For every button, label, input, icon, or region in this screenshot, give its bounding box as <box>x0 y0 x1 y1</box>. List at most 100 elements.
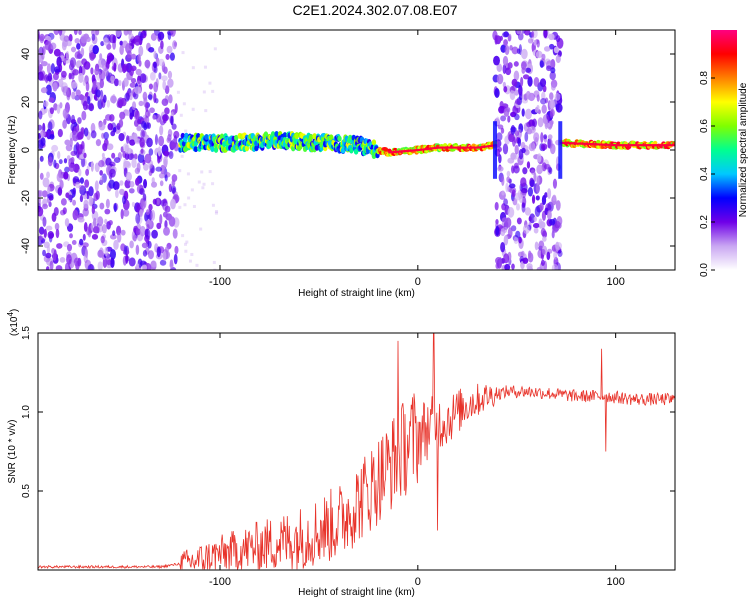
noise-cell <box>508 183 516 189</box>
noise-cell <box>166 45 173 54</box>
noise-cell <box>511 46 519 55</box>
noise-cell <box>180 154 184 158</box>
noise-cell <box>129 82 137 88</box>
noise-cell <box>162 250 167 262</box>
snr-frame <box>37 332 676 571</box>
colorbar <box>711 30 737 270</box>
noise-cell <box>526 121 531 128</box>
noise-cell <box>543 163 551 170</box>
noise-cell <box>123 158 127 169</box>
noise-cell <box>62 119 67 129</box>
noise-cell <box>532 223 540 229</box>
noise-cell <box>542 236 547 242</box>
noise-cell <box>75 89 81 97</box>
noise-cell <box>94 180 99 192</box>
noise-cell <box>556 216 563 226</box>
noise-cell <box>58 159 63 165</box>
signal-cell <box>234 134 239 141</box>
noise-cell <box>506 170 511 177</box>
noise-cell <box>38 206 44 217</box>
noise-cell <box>529 125 536 134</box>
noise-cell <box>48 195 54 201</box>
noise-cell <box>63 35 69 44</box>
noise-cell <box>69 233 73 239</box>
noise-cell <box>522 257 529 264</box>
noise-cell <box>135 228 141 236</box>
noise-cell <box>76 42 81 50</box>
noise-cell <box>517 128 522 139</box>
noise-cell <box>132 234 137 242</box>
noise-cell <box>546 65 552 72</box>
noise-cell <box>50 63 56 74</box>
noise-cell <box>122 40 129 49</box>
noise-cell <box>39 155 44 162</box>
noise-cell <box>171 179 176 187</box>
noise-cell <box>83 127 89 137</box>
noise-cell <box>140 148 144 154</box>
noise-cell <box>64 139 71 146</box>
noise-cell <box>516 30 523 35</box>
snr-xtick-label: -100 <box>209 576 231 588</box>
noise-cell <box>190 252 194 256</box>
noise-cell <box>532 118 538 128</box>
noise-cell <box>54 222 60 231</box>
colorbar-tick-label: 0.2 <box>699 215 710 229</box>
noise-cell <box>71 91 76 100</box>
noise-cell <box>167 134 172 142</box>
noise-cell <box>214 211 218 215</box>
noise-cell <box>167 78 174 88</box>
noise-cell <box>178 169 182 173</box>
noise-cell <box>92 80 97 91</box>
noise-cell <box>552 178 558 189</box>
noise-cell <box>66 254 72 265</box>
noise-cell <box>90 67 94 75</box>
noise-cell <box>144 153 152 164</box>
noise-cell <box>170 185 177 194</box>
noise-cell <box>42 249 46 257</box>
noise-cell <box>113 157 121 164</box>
noise-cell <box>541 195 547 206</box>
noise-cell <box>531 194 536 204</box>
noise-cell <box>53 159 57 168</box>
heatmap-xtick-label: 100 <box>606 276 624 288</box>
noise-cell <box>187 196 191 200</box>
noise-cell <box>131 53 137 60</box>
noise-cell <box>147 94 153 100</box>
noise-cell <box>99 202 105 210</box>
noise-cell <box>507 207 515 218</box>
noise-cell <box>172 40 177 50</box>
noise-cell <box>117 232 122 243</box>
noise-cell <box>183 203 187 207</box>
noise-cell <box>48 97 55 103</box>
noise-cell <box>62 108 69 119</box>
noise-cell <box>524 108 532 120</box>
signal-cell <box>204 134 209 141</box>
noise-cell <box>109 249 116 260</box>
noise-cell <box>83 152 87 159</box>
noise-cell <box>143 122 148 131</box>
noise-cell <box>130 78 137 84</box>
noise-cell <box>102 142 108 152</box>
noise-cell <box>38 235 43 241</box>
noise-cell <box>45 84 52 96</box>
noise-cell <box>164 150 169 158</box>
noise-cell <box>143 163 149 171</box>
noise-cell <box>505 182 509 193</box>
noise-cell <box>59 102 63 109</box>
noise-cell <box>520 76 524 87</box>
noise-cell <box>527 76 533 87</box>
noise-cell <box>547 201 554 212</box>
noise-cell <box>85 168 90 176</box>
noise-cell <box>516 203 520 211</box>
noise-cell <box>124 152 130 160</box>
noise-cell <box>141 264 148 270</box>
noise-cell <box>66 243 73 252</box>
signal-cell <box>371 139 377 146</box>
noise-cell <box>539 78 547 88</box>
noise-cell <box>47 186 51 195</box>
noise-cell <box>124 144 129 155</box>
noise-cell <box>191 107 195 111</box>
noise-cell <box>159 259 167 266</box>
noise-cell <box>161 98 169 106</box>
noise-cell <box>521 202 526 213</box>
